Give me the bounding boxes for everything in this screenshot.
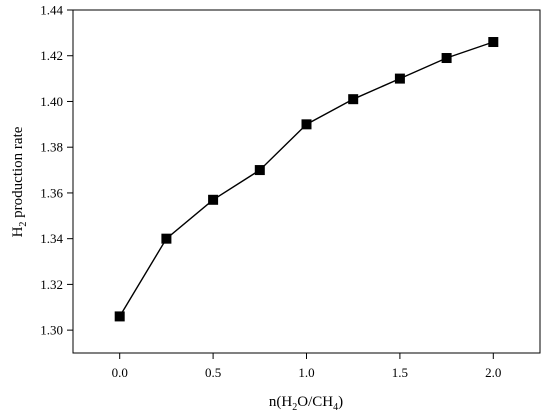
- x-axis-label-sub: 2: [292, 402, 297, 413]
- data-point: [114, 311, 125, 322]
- plot-frame: [72, 9, 541, 354]
- data-point: [441, 53, 452, 64]
- y-axis-label-sub: 2: [18, 222, 29, 227]
- x-axis-label-sub: 4: [333, 402, 338, 413]
- x-tick-label: 0.0: [112, 365, 128, 380]
- series-group: [114, 37, 499, 322]
- data-point: [161, 233, 172, 244]
- series-line: [119, 41, 494, 317]
- y-tick-label: 1.36: [40, 185, 63, 200]
- data-point: [488, 37, 499, 48]
- data-point: [348, 94, 359, 105]
- x-tick-label: 2.0: [485, 365, 501, 380]
- y-tick-label: 1.38: [40, 140, 63, 155]
- y-axis-label: H2 production rate: [10, 126, 29, 237]
- y-axis-label-part: H: [10, 226, 26, 237]
- x-axis-label-part: n(H: [269, 394, 292, 410]
- y-axis-label-part: production rate: [10, 126, 26, 221]
- data-point: [254, 165, 265, 176]
- x-axis-ticks: 0.0 0.5 1.0 1.5 2.0: [112, 353, 501, 380]
- data-point: [394, 73, 405, 84]
- y-tick-label: 1.44: [40, 3, 63, 18]
- y-tick-label: 1.34: [40, 231, 63, 246]
- x-axis-label-part: ): [338, 394, 343, 410]
- x-tick-label: 1.5: [392, 365, 408, 380]
- x-tick-label: 1.0: [298, 365, 314, 380]
- x-tick-label: 0.5: [205, 365, 221, 380]
- y-tick-label: 1.42: [40, 48, 63, 63]
- y-tick-label: 1.40: [40, 94, 63, 109]
- y-axis-ticks: 1.30 1.32 1.34 1.36 1.38 1.40 1.42 1.44: [40, 3, 73, 338]
- x-axis-label-part: O/CH: [297, 394, 333, 410]
- x-axis-label: n(H2O/CH4): [269, 394, 343, 413]
- data-point: [208, 194, 219, 205]
- y-tick-label: 1.32: [40, 277, 63, 292]
- data-point: [301, 119, 312, 130]
- y-tick-label: 1.30: [40, 323, 63, 338]
